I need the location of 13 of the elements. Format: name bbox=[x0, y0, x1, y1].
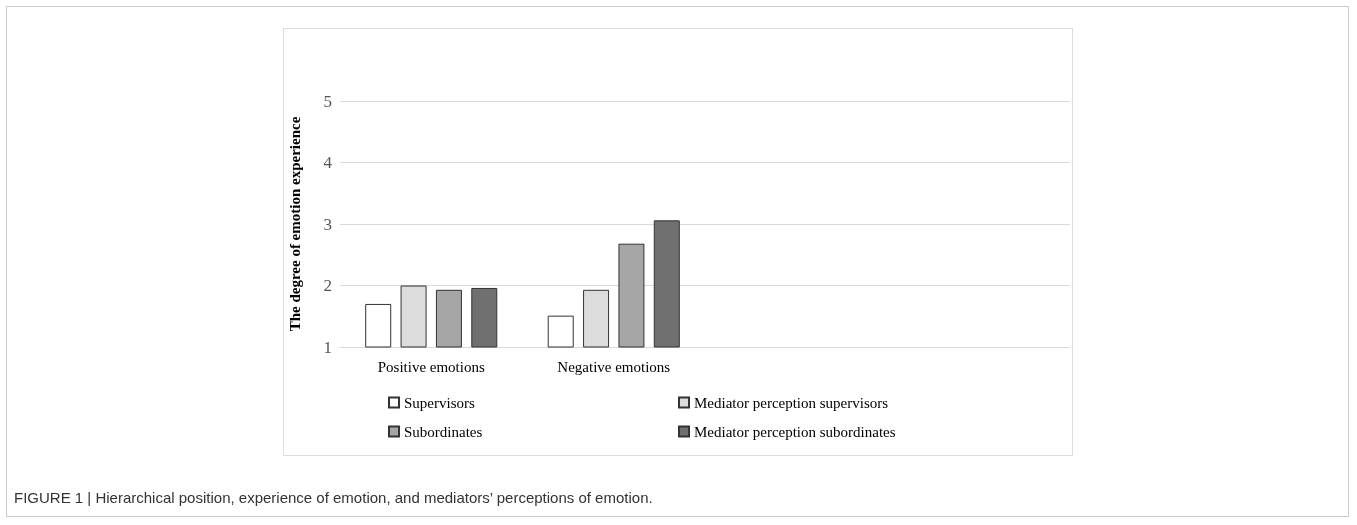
caption: FIGURE 1 | Hierarchical position, experience of emotion, and mediators’ perceptions of emotion. bbox=[14, 489, 653, 506]
y-tick-label: 1 bbox=[323, 337, 332, 357]
y-tick-label: 5 bbox=[323, 91, 332, 111]
legend-label: Mediator perception supervisors bbox=[694, 394, 889, 411]
x-tick-label: Negative emotions bbox=[557, 358, 671, 375]
y-axis-title: The degree of emotion experience bbox=[286, 116, 303, 332]
y-tick-label: 3 bbox=[323, 214, 332, 234]
y-tick-label: 2 bbox=[323, 276, 332, 295]
legend-label: Subordinates bbox=[404, 423, 483, 440]
x-tick-label: Positive emotions bbox=[377, 358, 485, 375]
y-tick-label: 4 bbox=[323, 153, 333, 172]
legend-label: Mediator perception subordinates bbox=[694, 423, 896, 440]
legend-label: Supervisors bbox=[404, 394, 475, 411]
